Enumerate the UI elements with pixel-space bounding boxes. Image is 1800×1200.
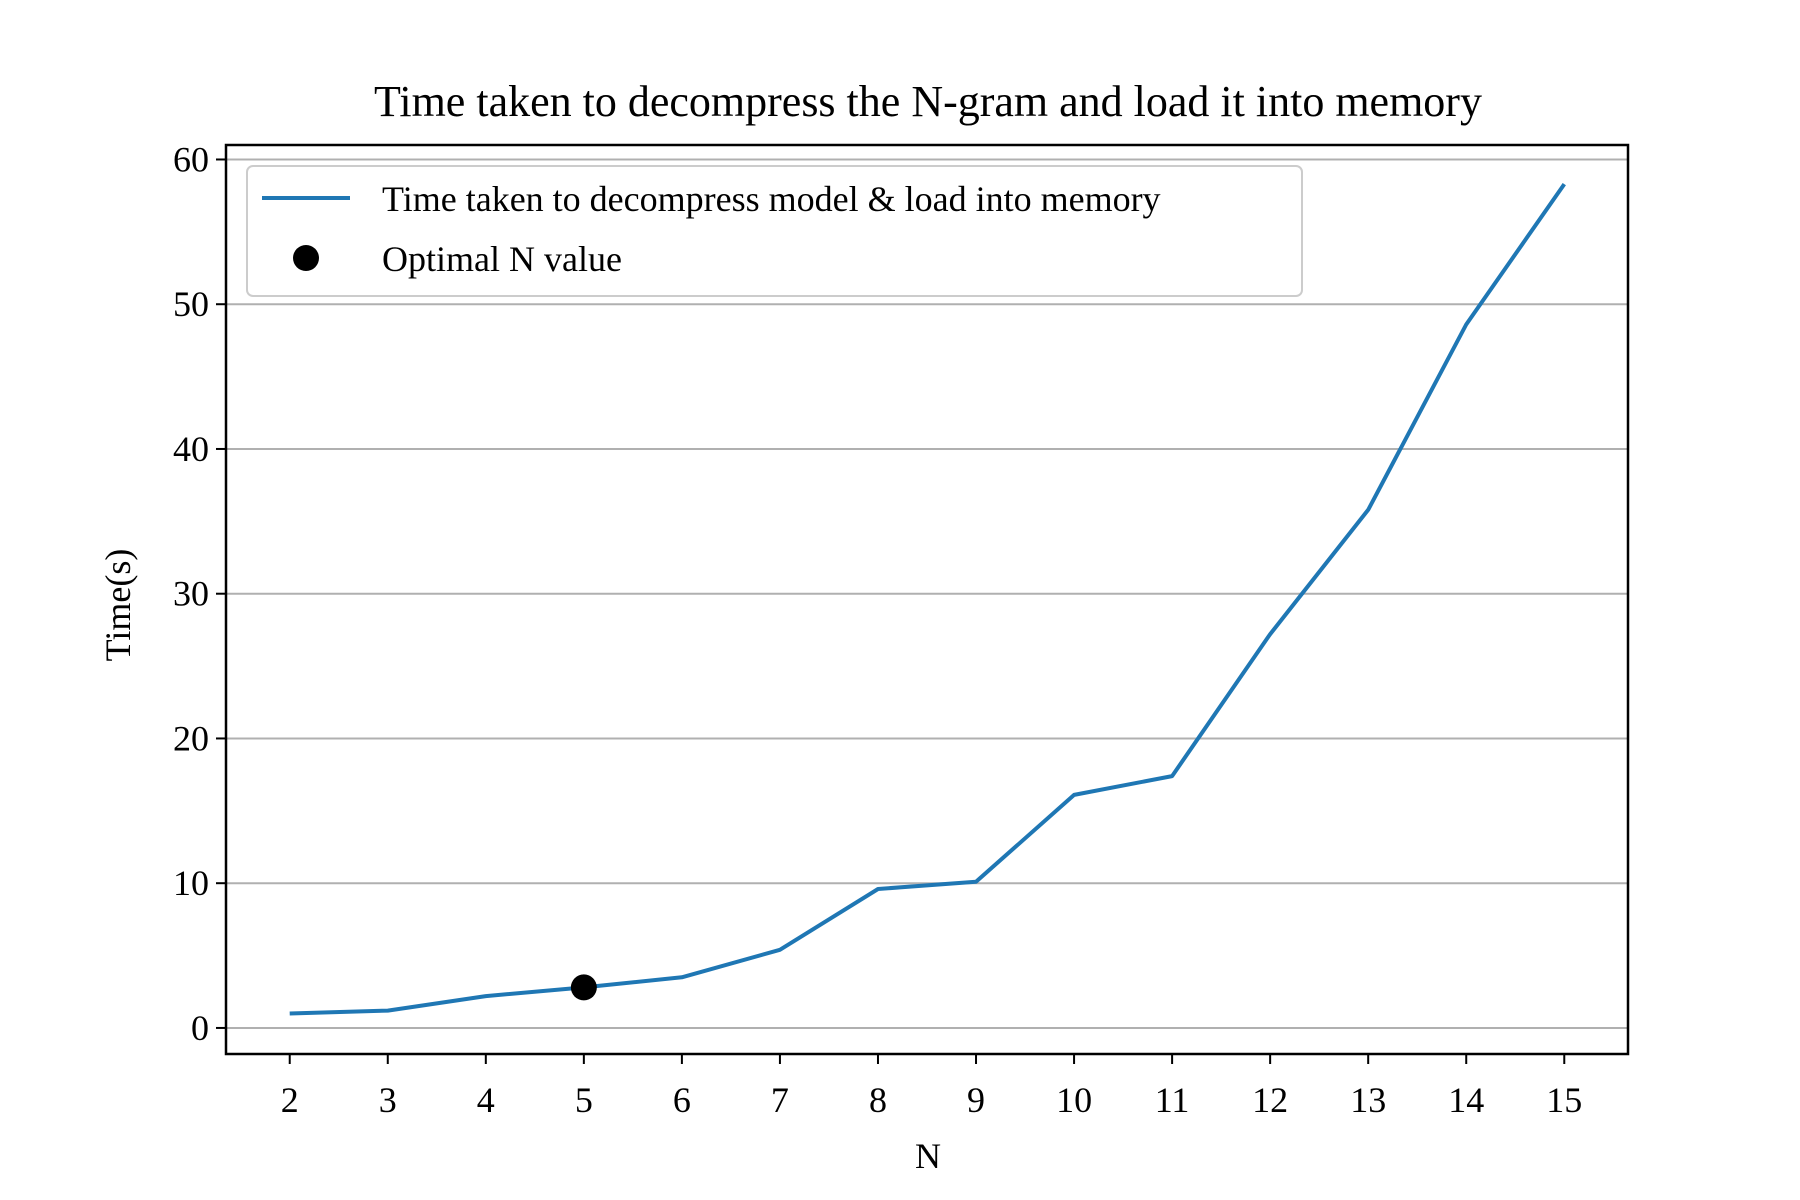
series-line-decompress-time — [289, 182, 1566, 1016]
x-axis-ticks: 2 3 4 5 6 7 8 9 10 11 12 13 14 15 — [281, 1054, 1582, 1120]
x-tick-label: 6 — [673, 1080, 691, 1120]
y-tick-label: 50 — [173, 284, 209, 324]
y-tick-label: 30 — [173, 574, 209, 614]
plot-series — [289, 182, 1566, 1016]
legend-label-optimal-n: Optimal N value — [382, 239, 622, 279]
y-tick-label: 40 — [173, 429, 209, 469]
x-axis-label: N — [915, 1136, 941, 1176]
y-tick-label: 0 — [191, 1008, 209, 1048]
legend-label-decompress-time: Time taken to decompress model & load in… — [382, 179, 1161, 219]
x-tick-label: 7 — [771, 1080, 789, 1120]
x-tick-label: 5 — [575, 1080, 593, 1120]
x-tick-label: 11 — [1155, 1080, 1190, 1120]
x-tick-label: 3 — [379, 1080, 397, 1120]
legend-box — [246, 165, 1303, 297]
y-tick-label: 20 — [173, 718, 209, 758]
x-tick-label: 15 — [1546, 1080, 1582, 1120]
y-axis-label: Time(s) — [98, 549, 138, 662]
legend: Time taken to decompress model & load in… — [246, 165, 1303, 297]
x-tick-label: 13 — [1350, 1080, 1386, 1120]
x-tick-label: 4 — [477, 1080, 495, 1120]
x-tick-label: 10 — [1056, 1080, 1092, 1120]
x-tick-label: 9 — [967, 1080, 985, 1120]
y-tick-label: 10 — [173, 863, 209, 903]
plot-area-frame — [224, 143, 1630, 1056]
optimal-n-marker — [570, 974, 597, 1001]
chart-title: Time taken to decompress the N-gram and … — [374, 77, 1482, 126]
x-tick-label: 2 — [281, 1080, 299, 1120]
y-tick-label: 60 — [173, 139, 209, 179]
y-axis-ticks: 0 10 20 30 40 50 60 — [173, 139, 226, 1048]
x-tick-label: 8 — [869, 1080, 887, 1120]
gridlines — [226, 158, 1628, 1029]
legend-swatch-point — [293, 245, 319, 271]
x-tick-label: 12 — [1252, 1080, 1288, 1120]
x-tick-label: 14 — [1448, 1080, 1484, 1120]
